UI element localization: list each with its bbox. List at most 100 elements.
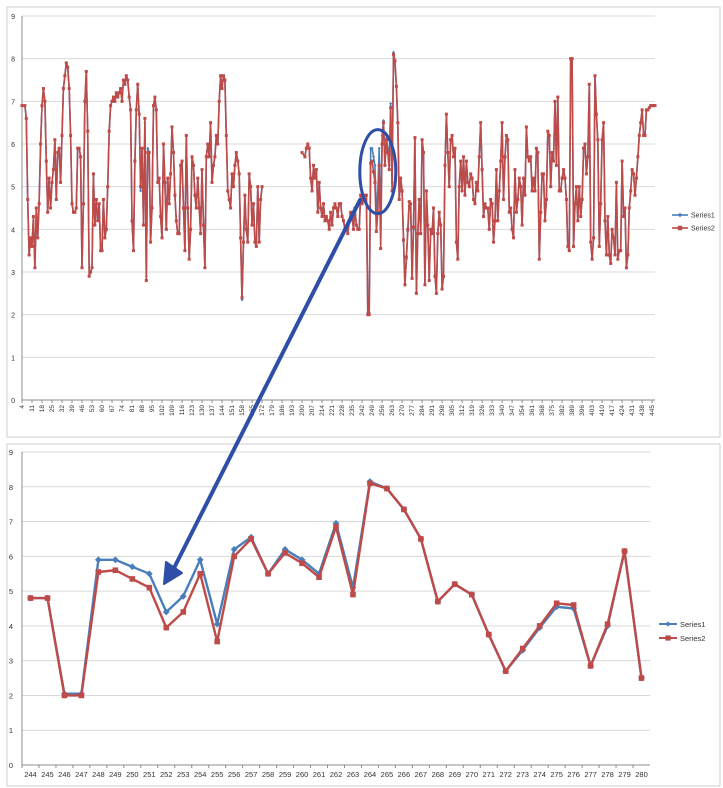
data-point [248,536,254,542]
data-point [633,193,637,197]
data-point [243,193,247,197]
data-point [130,219,134,223]
x-tick-label: 267 [415,770,428,779]
x-tick-label: 266 [398,770,411,779]
data-point [573,202,577,206]
data-point [493,219,497,223]
data-point [632,172,636,176]
data-point [69,133,73,137]
data-point [145,570,153,578]
data-point [194,206,198,210]
data-point [109,104,113,108]
x-tick-label: 263 [347,770,360,779]
data-point [189,227,193,231]
data-point [576,219,580,223]
data-point [367,313,371,317]
x-tick-label: 417 [609,405,616,416]
x-tick-label: 252 [160,770,173,779]
data-point [504,133,508,137]
data-point [173,193,177,197]
x-tick-label: 424 [619,405,626,416]
data-point [467,185,471,189]
data-point [372,170,376,174]
data-point [320,215,324,219]
data-point [213,620,221,628]
y-tick-label: 9 [11,14,15,21]
data-point [513,168,517,172]
x-tick-label: 179 [269,405,276,416]
data-point [439,223,443,227]
data-point [369,161,373,165]
data-point [41,87,45,91]
data-point [429,227,433,231]
x-tick-label: 284 [419,405,426,416]
x-tick-label: 326 [479,405,486,416]
data-point [50,180,54,184]
data-point [167,202,171,206]
data-point [452,155,456,159]
data-point [131,249,135,253]
data-point [247,172,251,176]
data-point [435,598,441,605]
x-tick-label: 262 [330,770,343,779]
data-point [179,163,183,167]
data-point [486,206,490,210]
x-tick-label: 186 [279,405,286,416]
data-point [409,202,413,206]
data-point [384,485,390,492]
x-tick-label: 228 [339,405,346,416]
data-point [67,87,71,91]
highlight-ellipse [358,128,398,216]
data-point [160,236,164,240]
data-point [537,257,541,261]
legend-marker [665,635,671,641]
data-point [394,84,398,88]
y-tick-label: 7 [9,518,13,527]
data-point [59,180,63,184]
data-point [592,236,596,240]
data-point [33,266,37,270]
data-point [643,133,647,137]
data-point [462,155,466,159]
series-line [22,62,263,299]
data-point [492,240,496,244]
legend-marker [677,212,683,218]
x-tick-label: 265 [381,770,394,779]
series-Series2 [20,52,657,317]
x-tick-label: 67 [109,405,116,413]
x-tick-label: 18 [39,405,46,413]
data-point [499,159,503,163]
data-point [93,223,97,227]
data-point [199,232,203,236]
data-point [349,210,353,214]
data-point [487,227,491,231]
data-point [502,197,506,201]
y-tick-label: 6 [9,552,13,561]
data-point [646,108,650,112]
data-point [153,95,157,99]
data-point [556,95,560,99]
data-point [352,227,356,231]
x-tick-label: 116 [179,405,186,416]
data-point [367,480,373,487]
data-point [377,146,381,150]
data-point [579,215,583,219]
x-tick-label: 254 [194,770,207,779]
data-point [161,142,165,146]
data-point [609,261,613,265]
data-point [466,180,470,184]
x-tick-label: 200 [299,405,306,416]
data-point [459,159,463,163]
data-point [443,163,447,167]
x-tick-label: 403 [589,405,596,416]
data-point [485,631,492,638]
x-tick-label: 25 [49,405,56,413]
data-point [29,236,33,240]
data-point [610,227,614,231]
data-point [170,125,174,129]
data-point [227,197,231,201]
data-point [196,556,204,564]
y-tick-label: 6 [11,142,15,149]
callout-arrow-shaft [170,198,362,574]
x-tick-label: 260 [296,770,309,779]
